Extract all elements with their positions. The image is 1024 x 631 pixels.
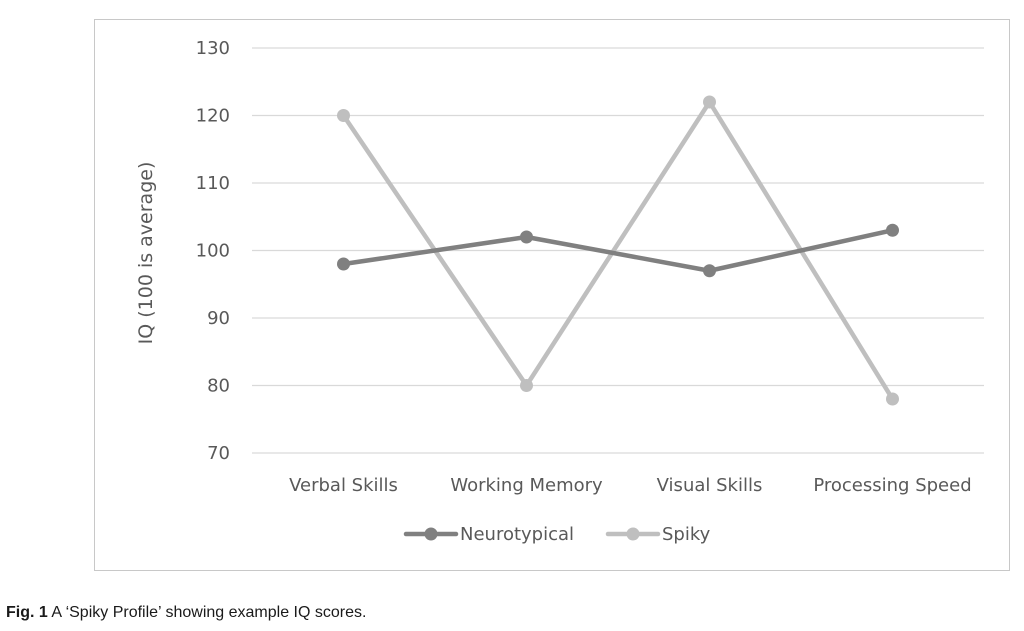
legend-marker	[626, 527, 640, 541]
data-point-spiky	[520, 379, 533, 392]
x-tick-label: Visual Skills	[657, 475, 763, 496]
data-point-spiky	[337, 109, 350, 122]
legend-item-spiky: Spiky	[605, 524, 711, 545]
chart-frame	[94, 19, 1010, 571]
legend: Neurotypical Spiky	[403, 524, 711, 545]
data-point-neurotypical	[703, 264, 716, 278]
series-neurotypical	[337, 223, 899, 278]
series-line-neurotypical	[341, 228, 895, 273]
data-point-spiky	[886, 392, 899, 406]
series-lines	[337, 95, 899, 406]
x-tick-label: Verbal Skills	[289, 475, 398, 496]
data-point-neurotypical	[337, 257, 350, 271]
legend-label: Spiky	[662, 524, 711, 545]
data-point-spiky	[703, 95, 716, 109]
figure-caption: Fig. 1 A ‘Spiky Profile’ showing example…	[6, 604, 366, 622]
legend-marker	[424, 527, 438, 541]
x-tick-label: Working Memory	[450, 475, 603, 496]
y-tick-label: 80	[207, 376, 230, 397]
legend-label: Neurotypical	[460, 524, 574, 545]
y-axis-title: IQ (100 is average)	[135, 162, 157, 345]
figure-caption-text: A ‘Spiky Profile’ showing example IQ sco…	[47, 604, 367, 621]
y-tick-label: 100	[196, 241, 230, 262]
y-tick-label: 70	[207, 443, 230, 464]
legend-item-neurotypical: Neurotypical	[403, 524, 574, 545]
x-tick-label: Processing Speed	[813, 475, 971, 496]
y-tick-label: 110	[196, 173, 230, 194]
gridlines	[252, 47, 984, 454]
x-tick-labels: Verbal Skills Working Memory Visual Skills…	[289, 475, 972, 496]
y-tick-label: 90	[207, 308, 230, 329]
data-point-neurotypical	[886, 223, 899, 237]
data-point-neurotypical	[520, 230, 533, 244]
figure-label: Fig. 1	[6, 604, 48, 621]
y-tick-label: 130	[196, 38, 230, 59]
y-tick-label: 120	[196, 106, 230, 127]
y-tick-labels: 70 80 90 100 110 120 130	[196, 38, 230, 464]
